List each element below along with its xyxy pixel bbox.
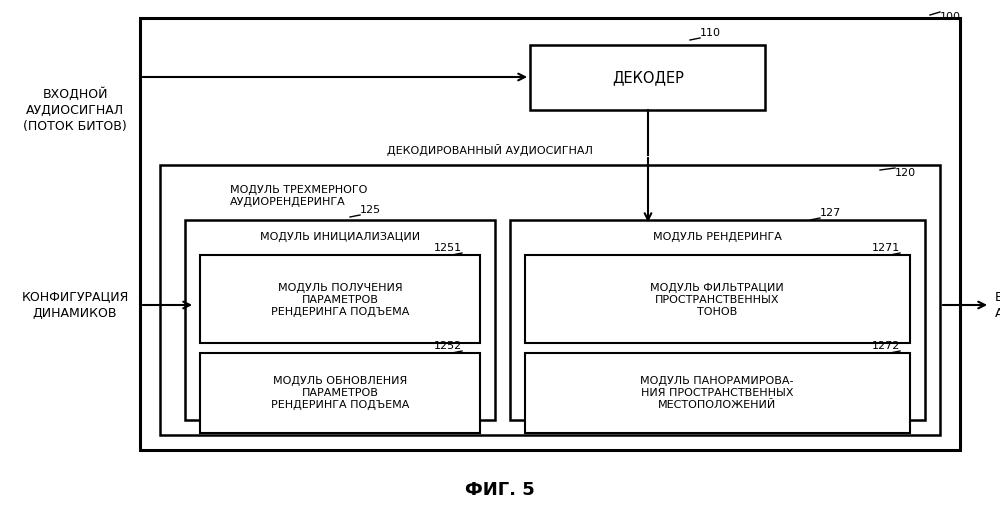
Text: 1251: 1251 — [434, 243, 462, 253]
Bar — [200, 255, 480, 343]
Text: ДЕКОДЕР: ДЕКОДЕР — [612, 70, 684, 85]
Text: МОДУЛЬ ТРЕХМЕРНОГО
АУДИОРЕНДЕРИНГА: МОДУЛЬ ТРЕХМЕРНОГО АУДИОРЕНДЕРИНГА — [230, 185, 367, 208]
Text: МОДУЛЬ ОБНОВЛЕНИЯ
ПАРАМЕТРОВ
РЕНДЕРИНГА ПОДЪЕМА: МОДУЛЬ ОБНОВЛЕНИЯ ПАРАМЕТРОВ РЕНДЕРИНГА … — [271, 376, 409, 411]
Text: ДЕКОДИРОВАННЫЙ АУДИОСИГНАЛ: ДЕКОДИРОВАННЫЙ АУДИОСИГНАЛ — [387, 144, 593, 156]
Text: 1252: 1252 — [434, 341, 462, 351]
Text: 120: 120 — [895, 168, 916, 178]
Bar — [200, 353, 480, 433]
Text: МОДУЛЬ ПАНОРАМИРОВА-
НИЯ ПРОСТРАНСТВЕННЫХ
МЕСТОПОЛОЖЕНИЙ: МОДУЛЬ ПАНОРАМИРОВА- НИЯ ПРОСТРАНСТВЕННЫ… — [640, 376, 794, 410]
Text: ВЫХОДНОЙ
АУДИОСИГНАЛ: ВЫХОДНОЙ АУДИОСИГНАЛ — [995, 290, 1000, 320]
Text: 125: 125 — [360, 205, 381, 215]
Text: ВХОДНОЙ
АУДИОСИГНАЛ
(ПОТОК БИТОВ): ВХОДНОЙ АУДИОСИГНАЛ (ПОТОК БИТОВ) — [23, 87, 127, 133]
Text: 110: 110 — [700, 28, 721, 38]
Text: 1272: 1272 — [872, 341, 900, 351]
Text: МОДУЛЬ ИНИЦИАЛИЗАЦИИ: МОДУЛЬ ИНИЦИАЛИЗАЦИИ — [260, 232, 420, 242]
Text: ФИГ. 5: ФИГ. 5 — [465, 481, 535, 499]
Bar — [530, 45, 765, 110]
Text: МОДУЛЬ ФИЛЬТРАЦИИ
ПРОСТРАНСТВЕННЫХ
ТОНОВ: МОДУЛЬ ФИЛЬТРАЦИИ ПРОСТРАНСТВЕННЫХ ТОНОВ — [650, 283, 784, 318]
Bar — [525, 353, 910, 433]
Text: МОДУЛЬ РЕНДЕРИНГА: МОДУЛЬ РЕНДЕРИНГА — [653, 232, 781, 242]
Bar — [160, 165, 940, 435]
Bar — [525, 255, 910, 343]
Bar — [510, 220, 925, 420]
Text: 127: 127 — [820, 208, 841, 218]
Text: КОНФИГУРАЦИЯ
ДИНАМИКОВ: КОНФИГУРАЦИЯ ДИНАМИКОВ — [21, 290, 129, 320]
Bar — [185, 220, 495, 420]
Bar — [140, 18, 960, 450]
Text: 100: 100 — [940, 12, 961, 22]
Text: 1271: 1271 — [872, 243, 900, 253]
Text: МОДУЛЬ ПОЛУЧЕНИЯ
ПАРАМЕТРОВ
РЕНДЕРИНГА ПОДЪЕМА: МОДУЛЬ ПОЛУЧЕНИЯ ПАРАМЕТРОВ РЕНДЕРИНГА П… — [271, 283, 409, 318]
